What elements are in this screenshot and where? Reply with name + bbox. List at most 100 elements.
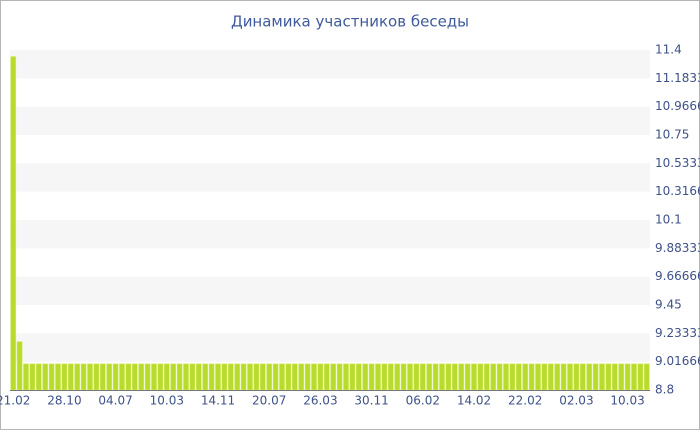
bar (509, 363, 516, 391)
bar (208, 363, 215, 391)
bar (311, 363, 317, 391)
bar (157, 363, 164, 391)
bar (112, 363, 119, 391)
bar (29, 363, 36, 391)
bar (215, 363, 221, 391)
bar (611, 363, 618, 391)
bar (202, 363, 209, 391)
bar (131, 363, 138, 391)
bar (74, 363, 81, 391)
y-tick-label: 9.45 (655, 298, 682, 312)
bar (234, 363, 241, 391)
bar (522, 363, 529, 391)
bar (221, 363, 228, 391)
bar (266, 363, 273, 391)
bar (387, 363, 394, 391)
bar (547, 363, 554, 391)
bar (259, 363, 266, 391)
bar (554, 363, 561, 391)
y-tick-label: 9.01666 (655, 354, 700, 368)
bar (560, 363, 567, 391)
bar (61, 363, 68, 391)
bar (477, 363, 484, 391)
bar (10, 56, 17, 391)
bar (183, 363, 189, 391)
bar (407, 363, 413, 391)
grid-band (10, 163, 650, 192)
bar (285, 363, 292, 391)
bar (253, 363, 260, 391)
bar (144, 363, 151, 391)
bar (592, 363, 599, 391)
bar (67, 363, 74, 391)
x-tick-label: 14.11 (201, 394, 235, 408)
bar (618, 363, 625, 391)
bar (471, 363, 477, 391)
bar (99, 363, 106, 391)
bar (362, 363, 369, 391)
bar (336, 363, 343, 391)
x-tick-label: 22.02 (508, 394, 542, 408)
y-tick-label: 11.4 (655, 43, 682, 57)
bar (247, 363, 253, 391)
bar (605, 363, 612, 391)
bar (317, 363, 324, 391)
y-tick-label: 10.9666 (655, 99, 700, 113)
bar (349, 363, 356, 391)
chart-title: Динамика участников беседы (231, 13, 469, 31)
y-tick-label: 10.75 (655, 128, 689, 142)
bar (80, 363, 87, 391)
grid-band (10, 276, 650, 305)
bar (48, 363, 55, 391)
x-tick-label: 02.03 (559, 394, 593, 408)
bar (375, 363, 381, 391)
bar (279, 363, 285, 391)
bar (323, 363, 330, 391)
bar (55, 363, 61, 391)
bar (426, 363, 433, 391)
grid-band (10, 106, 650, 135)
x-tick-label: 06.02 (406, 394, 440, 408)
bar (42, 363, 49, 391)
bar (464, 363, 471, 391)
x-tick-label: 10.03 (150, 394, 184, 408)
y-tick-label: 9.88333 (655, 241, 700, 255)
y-tick-label: 10.1 (655, 213, 682, 227)
bar (170, 363, 177, 391)
bar (35, 363, 42, 391)
x-tick-label: 20.07 (252, 394, 286, 408)
bar (195, 363, 202, 391)
bar (240, 363, 247, 391)
bar (125, 363, 132, 391)
bar (496, 363, 503, 391)
bar (637, 363, 644, 391)
bar (272, 363, 279, 391)
bar (432, 363, 439, 391)
y-tick-label: 9.23333 (655, 326, 700, 340)
bar (586, 363, 593, 391)
y-tick-label: 11.1833 (655, 71, 700, 85)
bar (330, 363, 337, 391)
bar (16, 341, 23, 391)
grid-band (10, 220, 650, 249)
bar (400, 363, 407, 391)
bar (394, 363, 401, 391)
bar (599, 363, 605, 391)
y-tick-label: 10.3166 (655, 184, 700, 198)
bar (304, 363, 311, 391)
bar (119, 363, 125, 391)
bar (298, 363, 305, 391)
bar (138, 363, 145, 391)
bar (439, 363, 445, 391)
bar (483, 363, 490, 391)
bar (515, 363, 522, 391)
bar (381, 363, 388, 391)
bar (631, 363, 637, 391)
bar (503, 363, 509, 391)
bar (490, 363, 497, 391)
bar (227, 363, 234, 391)
bar (176, 363, 183, 391)
bar (528, 363, 535, 391)
bar (163, 363, 170, 391)
bar (106, 363, 113, 391)
